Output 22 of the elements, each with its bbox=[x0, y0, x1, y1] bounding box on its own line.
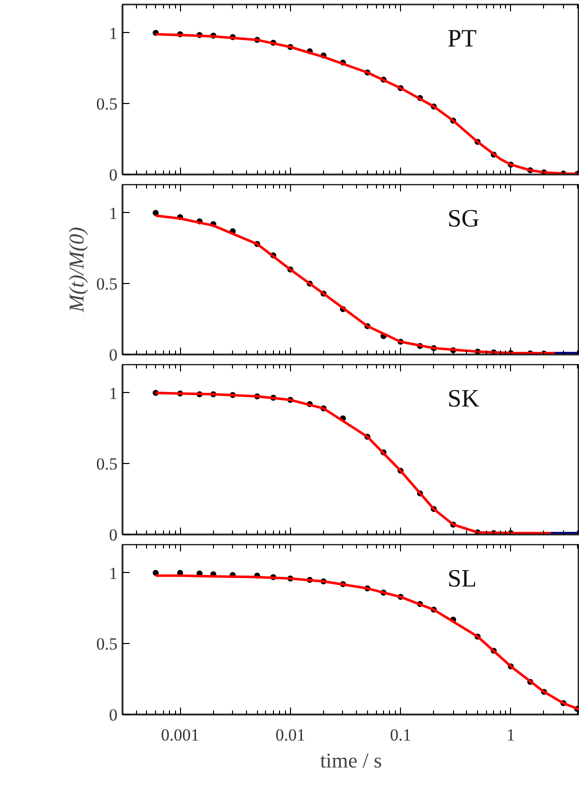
x-tick-label: 0.1 bbox=[390, 726, 412, 744]
x-axis-title: time / s bbox=[320, 748, 382, 772]
y-tick-label: 0 bbox=[109, 706, 118, 724]
annotation: PT bbox=[448, 26, 477, 52]
annotation: SL bbox=[448, 566, 477, 592]
y-tick-label: 1 bbox=[109, 204, 118, 223]
annotation: SK bbox=[448, 386, 480, 412]
y-tick-label: 0.5 bbox=[96, 454, 118, 474]
annotation: SG bbox=[448, 206, 480, 232]
y-tick-label: 0 bbox=[109, 166, 118, 184]
x-tick-label: 0.01 bbox=[275, 726, 306, 744]
y-tick-label: 0 bbox=[109, 526, 118, 544]
y-tick-label: 1 bbox=[109, 564, 118, 583]
y-tick-label: 0.5 bbox=[96, 634, 118, 654]
y-tick-label: 0.5 bbox=[96, 274, 118, 294]
y-tick-label: 0.5 bbox=[96, 94, 118, 114]
y-axis-title: M(t)/M(0) bbox=[64, 226, 88, 314]
x-tick-label: 1 bbox=[506, 726, 516, 744]
x-tick-label: 0.001 bbox=[161, 726, 200, 744]
y-tick-label: 1 bbox=[109, 384, 118, 403]
y-tick-label: 0 bbox=[109, 346, 118, 364]
y-tick-label: 1 bbox=[109, 24, 118, 43]
